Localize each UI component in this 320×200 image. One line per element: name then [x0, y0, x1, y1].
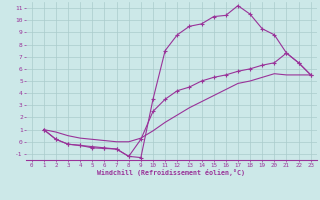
X-axis label: Windchill (Refroidissement éolien,°C): Windchill (Refroidissement éolien,°C) [97, 169, 245, 176]
